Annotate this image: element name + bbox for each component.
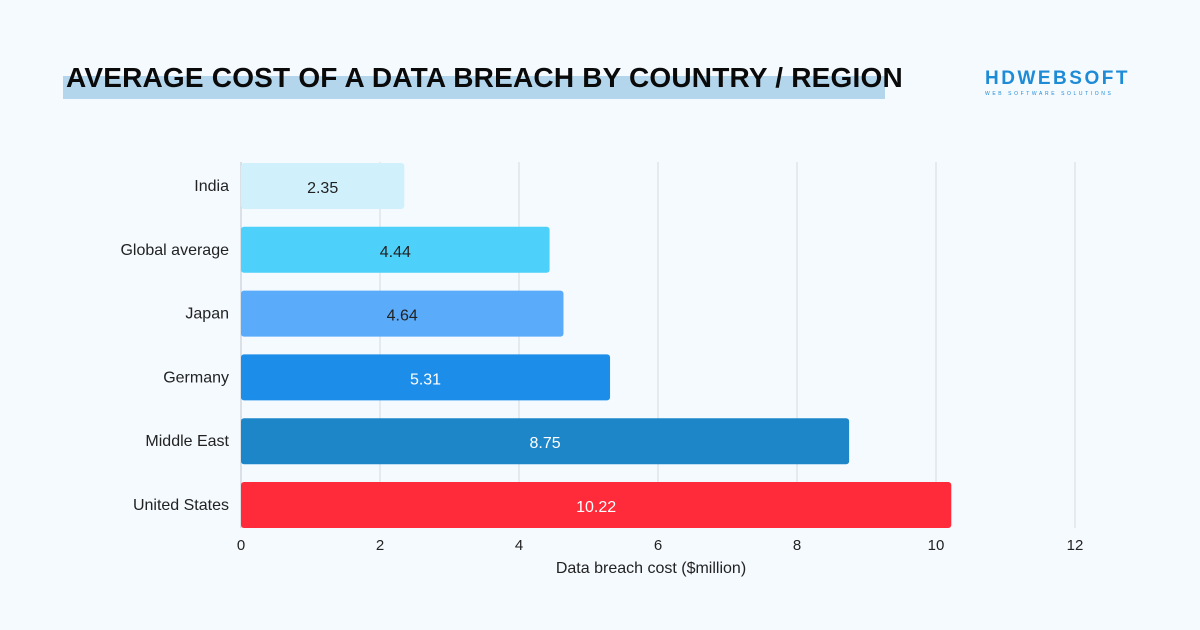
data-label: 5.31 xyxy=(410,371,441,388)
title-highlight xyxy=(63,76,885,99)
y-category-label: Japan xyxy=(185,306,229,323)
y-category-label: Middle East xyxy=(145,433,229,450)
x-tick-label: 12 xyxy=(1067,537,1084,554)
bar xyxy=(241,290,564,337)
x-tick-label: 6 xyxy=(654,537,662,554)
x-tick-label: 4 xyxy=(515,537,523,554)
y-category-label: India xyxy=(194,178,229,195)
bar xyxy=(241,482,952,528)
logo: HDWEBSOFT WEB SOFTWARE SOLUTIONS xyxy=(985,68,1140,97)
x-tick-label: 2 xyxy=(376,537,384,554)
data-label: 2.35 xyxy=(307,180,338,197)
x-tick-label: 8 xyxy=(793,537,801,554)
bar xyxy=(241,163,405,209)
data-label: 10.22 xyxy=(576,499,616,516)
logo-tagline: WEB SOFTWARE SOLUTIONS xyxy=(985,91,1114,97)
bar xyxy=(241,226,550,273)
y-category-label: Global average xyxy=(120,242,229,259)
y-category-label: United States xyxy=(133,497,229,514)
x-tick-label: 0 xyxy=(237,537,245,554)
x-tick-label: 10 xyxy=(928,537,945,554)
page-title: AVERAGE COST OF A DATA BREACH BY COUNTRY… xyxy=(66,62,903,93)
bar xyxy=(241,418,850,465)
y-category-label: Germany xyxy=(163,369,229,386)
logo-name: HDWEBSOFT xyxy=(985,68,1130,89)
x-axis-title: Data breach cost ($million) xyxy=(556,560,746,577)
data-label: 4.44 xyxy=(380,244,411,261)
data-label: 8.75 xyxy=(529,435,560,452)
data-label: 4.64 xyxy=(387,308,418,325)
bar xyxy=(241,354,611,401)
